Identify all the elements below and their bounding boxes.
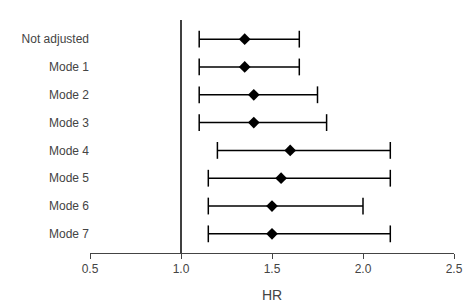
svg-text:Mode 7: Mode 7: [49, 227, 89, 241]
svg-text:HR: HR: [262, 287, 282, 303]
svg-text:Mode 5: Mode 5: [49, 171, 89, 185]
svg-text:2.5: 2.5: [446, 262, 463, 276]
svg-text:Mode 3: Mode 3: [49, 116, 89, 130]
svg-text:Mode 1: Mode 1: [49, 60, 89, 74]
svg-text:1.5: 1.5: [264, 262, 281, 276]
svg-text:Not adjusted: Not adjusted: [22, 32, 89, 46]
svg-text:Mode 6: Mode 6: [49, 199, 89, 213]
svg-text:1.0: 1.0: [173, 262, 190, 276]
svg-text:Mode 2: Mode 2: [49, 88, 89, 102]
svg-text:Mode 4: Mode 4: [49, 144, 89, 158]
svg-text:0.5: 0.5: [82, 262, 99, 276]
svg-text:2.0: 2.0: [355, 262, 372, 276]
